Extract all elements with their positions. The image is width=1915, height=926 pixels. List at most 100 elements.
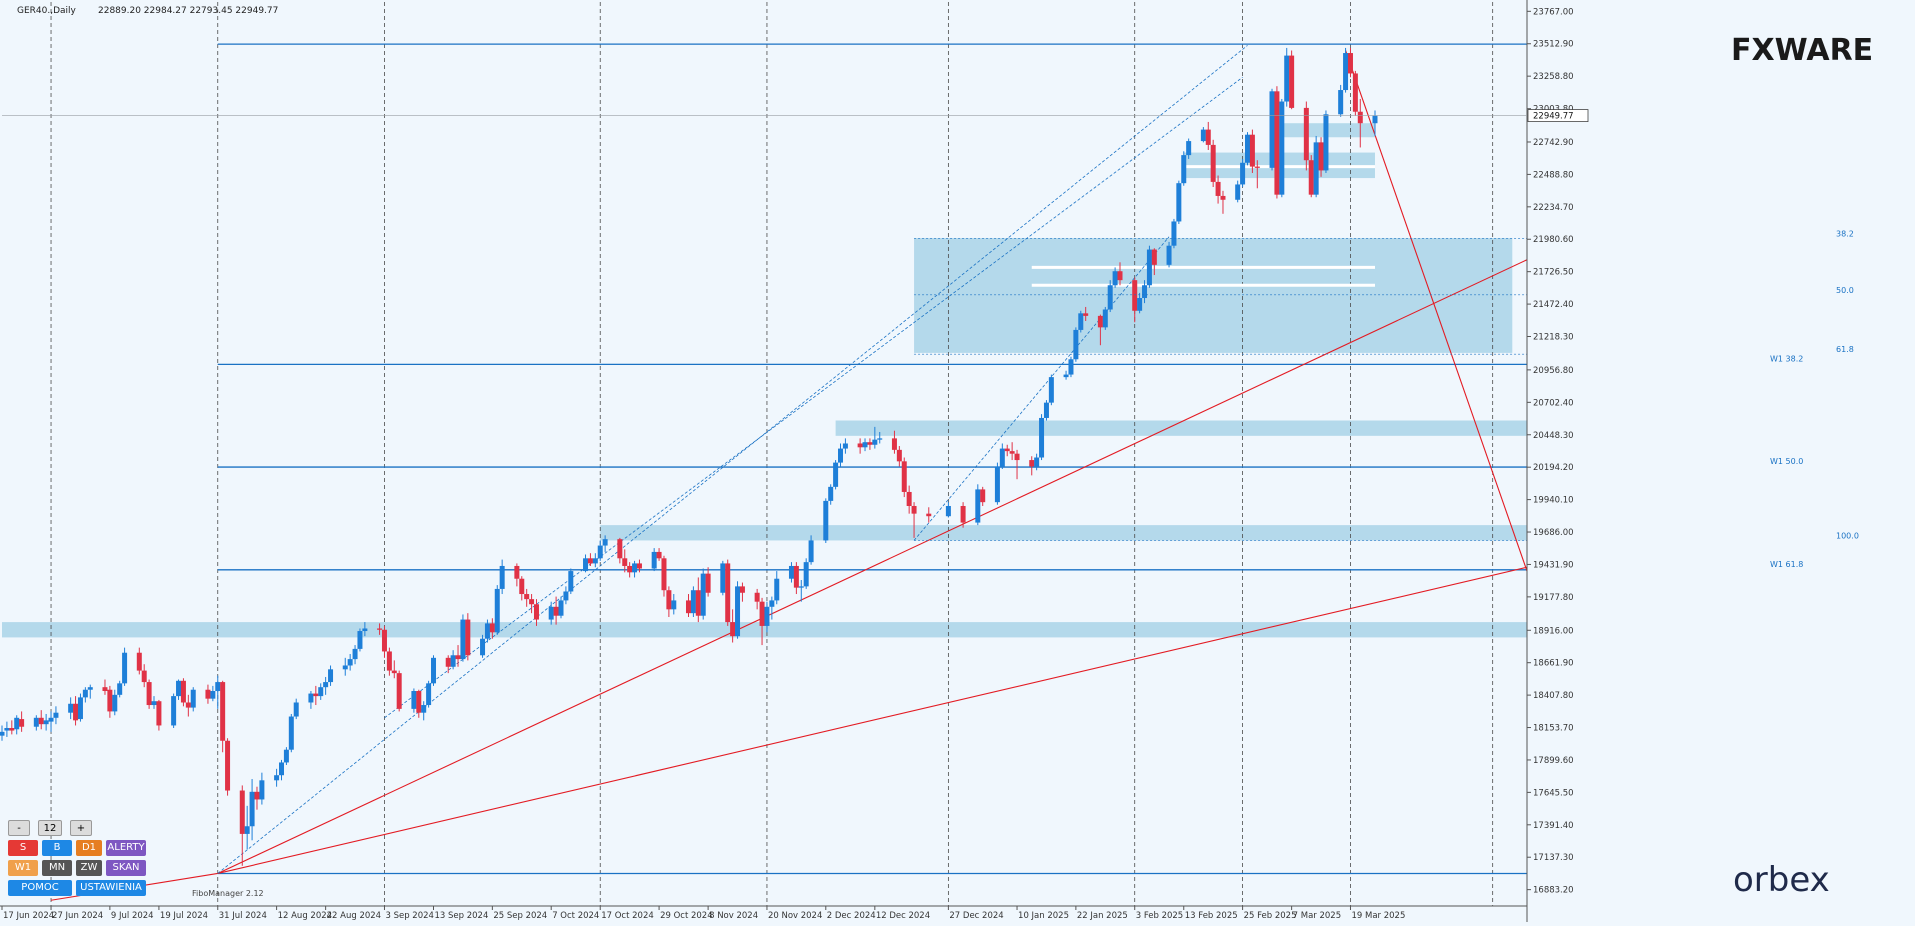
bull-candle — [548, 601, 554, 625]
candle-body — [220, 682, 226, 741]
zw-button[interactable]: ZW — [76, 860, 102, 876]
price-tick-label: 23258.80 — [1533, 72, 1574, 82]
bull-candle — [112, 689, 118, 716]
date-tick-label: 9 Jul 2024 — [111, 911, 154, 921]
bear-candle — [666, 586, 672, 618]
alerts-button[interactable]: ALERTY — [106, 840, 146, 856]
candle-body — [33, 717, 39, 727]
period-plus-button[interactable]: + — [70, 820, 92, 836]
bull-candle — [87, 684, 93, 699]
bear-candle — [141, 664, 147, 688]
candle-body — [739, 586, 745, 593]
candle-body — [112, 694, 118, 712]
date-tick-label: 12 Dec 2024 — [876, 911, 930, 921]
candle-body — [117, 683, 123, 695]
date-tick-label: 3 Sep 2024 — [385, 911, 433, 921]
candle-body — [735, 586, 741, 637]
bear-candle — [1308, 155, 1314, 198]
fib-level-label: 61.8 — [1836, 345, 1854, 354]
bear-candle — [180, 678, 186, 707]
settings-button[interactable]: USTAWIENIA — [76, 880, 146, 896]
candle-body — [1146, 249, 1152, 286]
candle-body — [465, 619, 471, 656]
bull-candle — [1102, 306, 1108, 330]
bear-candle — [980, 486, 986, 506]
candle-body — [82, 689, 88, 698]
period-minus-button[interactable]: - — [8, 820, 30, 836]
candle-body — [519, 578, 525, 595]
price-tick-label: 18153.70 — [1533, 724, 1574, 734]
bull-candle — [1244, 132, 1250, 166]
candle-body — [774, 578, 780, 601]
candle-body — [146, 682, 152, 706]
bear-candle — [1254, 160, 1260, 189]
mn-button[interactable]: MN — [42, 860, 72, 876]
candle-body — [1039, 417, 1045, 458]
candle-body — [685, 600, 691, 614]
candle-body — [666, 590, 672, 610]
period-value[interactable]: 12 — [38, 820, 62, 836]
date-tick-label: 7 Mar 2025 — [1293, 911, 1341, 921]
candle-body — [1186, 141, 1192, 156]
candle-body — [19, 719, 25, 727]
candle-body — [1215, 181, 1221, 196]
bull-candle — [293, 698, 299, 720]
bull-candle — [828, 484, 834, 505]
candle-body — [960, 505, 966, 523]
candle-body — [1308, 160, 1314, 195]
candle-body — [1279, 101, 1285, 195]
candle-body — [210, 691, 216, 699]
bear-candle — [911, 502, 917, 538]
candle-body — [377, 628, 383, 630]
bull-candle — [1142, 280, 1148, 304]
price-tick-label: 17391.40 — [1533, 821, 1574, 831]
bull-candle — [1200, 127, 1206, 143]
candle-body — [553, 606, 559, 616]
bull-candle — [323, 676, 329, 695]
bull-candle — [283, 747, 289, 766]
date-tick-label: 8 Nov 2024 — [709, 911, 758, 921]
buy-button[interactable]: B — [42, 840, 72, 856]
candle-body — [77, 697, 83, 720]
candle-body — [1034, 457, 1040, 467]
fib-level-label: 38.2 — [1836, 230, 1854, 239]
bull-candle — [1039, 414, 1045, 461]
price-tick-label: 20448.30 — [1533, 431, 1574, 441]
candle-body — [901, 461, 907, 492]
candle-body — [499, 565, 505, 589]
candle-body — [254, 791, 260, 800]
bear-candle — [685, 594, 691, 618]
candle-body — [416, 691, 422, 713]
help-button[interactable]: POMOC — [8, 880, 72, 896]
candle-body — [823, 500, 829, 541]
candle-body — [225, 740, 231, 791]
bull-candle — [602, 535, 608, 552]
scan-button[interactable]: SKAN — [106, 860, 146, 876]
candle-body — [891, 438, 897, 450]
price-tick-label: 16883.20 — [1533, 886, 1574, 896]
candle-body — [288, 716, 294, 750]
w1-button[interactable]: W1 — [8, 860, 38, 876]
bull-candle — [1269, 88, 1275, 171]
d1-button[interactable]: D1 — [76, 840, 102, 856]
bull-candle — [563, 586, 569, 605]
trendline — [217, 259, 1528, 874]
bear-candle — [1215, 175, 1221, 204]
candle-body — [1014, 453, 1020, 461]
candle-body — [318, 687, 324, 697]
candle-body — [102, 687, 108, 692]
candle-body — [945, 505, 951, 517]
candle-body — [122, 652, 128, 684]
fibo-dashed-line — [913, 236, 1170, 541]
price-tick-label: 18661.90 — [1533, 659, 1574, 669]
price-tick-label: 18407.80 — [1533, 691, 1574, 701]
bear-candle — [1029, 456, 1035, 476]
candle-body — [906, 491, 912, 506]
candle-body — [421, 705, 427, 713]
candle-body — [1220, 195, 1226, 200]
bull-candle — [808, 535, 814, 565]
bear-candle — [533, 599, 539, 626]
sell-button[interactable]: S — [8, 840, 38, 856]
